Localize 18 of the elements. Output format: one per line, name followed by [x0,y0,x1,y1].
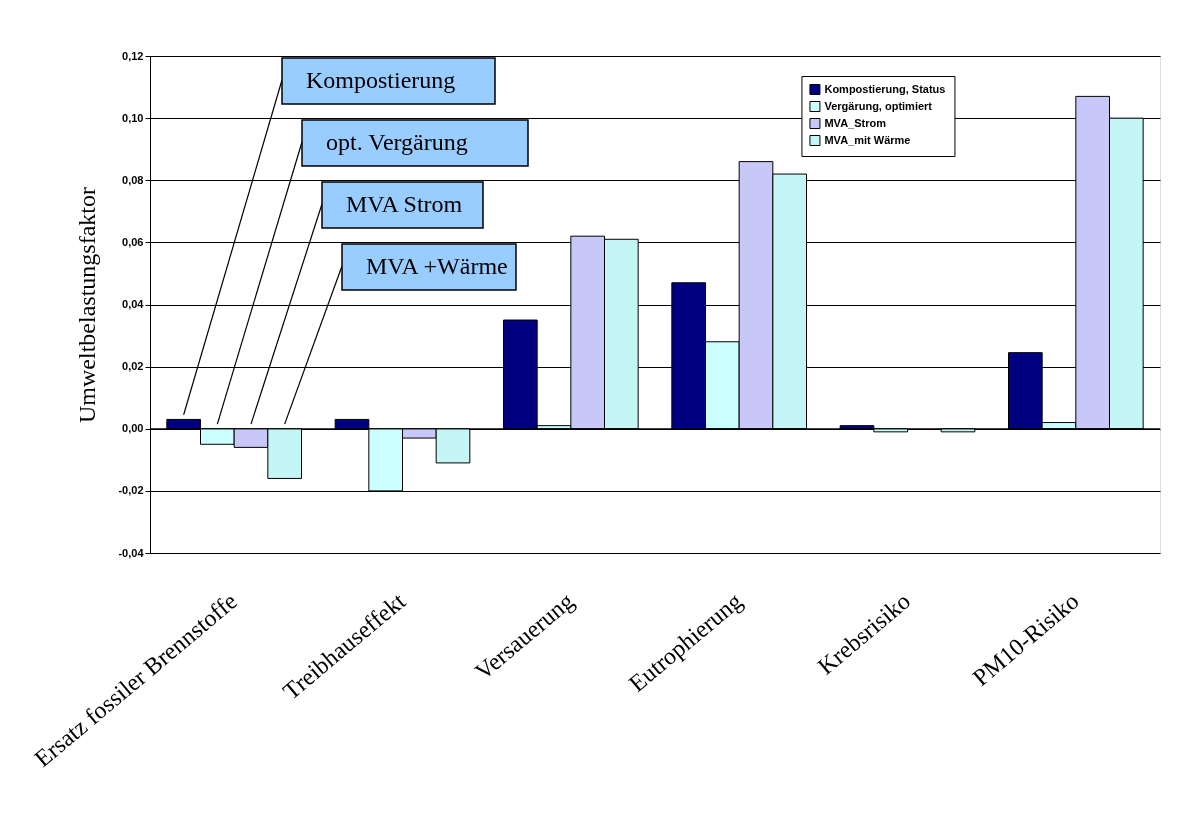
annotation: MVA Strom [346,191,463,217]
y-tick-label: -0,02 [118,484,144,497]
legend-label: MVA_Strom [824,116,887,129]
y-tick-label: -0,04 [118,546,145,559]
annotation: Kompostierung [306,67,456,93]
legend-label: MVA_mit Wärme [824,133,911,146]
y-tick-label: 0,06 [122,235,144,248]
y-tick-label: 0,00 [122,422,144,435]
y-axis-title: Umweltbelastungsfaktor [74,187,101,423]
y-tick-label: 0,08 [122,173,144,186]
y-tick-label: 0,10 [122,111,144,124]
annotation: MVA +Wärme [366,253,508,279]
legend-label: Vergärung, optimiert [824,99,933,112]
y-tick-label: 0,04 [122,298,145,310]
y-tick-label: 0,12 [122,49,144,62]
annotation: opt. Vergärung [326,129,468,155]
legend-label: Kompostierung, Status [824,82,946,95]
y-tick-label: 0,02 [122,360,144,373]
